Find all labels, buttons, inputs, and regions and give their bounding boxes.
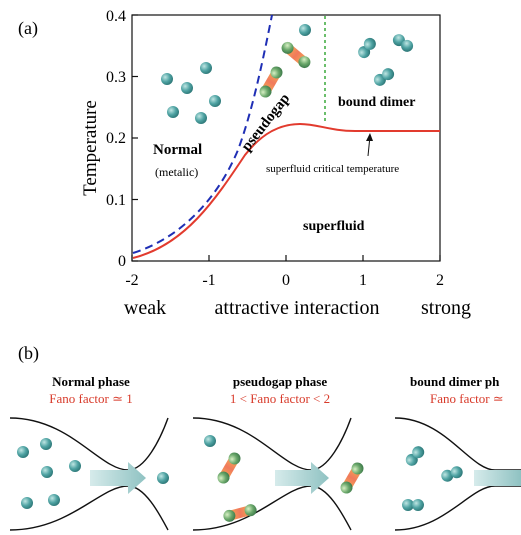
- superfluid-tc-curve: [132, 122, 440, 259]
- x-tick-label: -2: [125, 272, 138, 289]
- x-tick-label: 1: [359, 272, 367, 289]
- channel-pseudogap: [192, 417, 366, 531]
- region-superfluid-label: superfluid: [303, 219, 365, 234]
- phase-title-pseudogap: pseudogap phase: [233, 374, 328, 389]
- panel-b-label: (b): [18, 343, 39, 364]
- annotation-arrowhead: [366, 133, 373, 141]
- flow-arrow-icon: [474, 470, 521, 486]
- phase-fano-pseudogap: 1 < Fano factor < 2: [230, 391, 330, 406]
- normal-atoms: [161, 62, 221, 124]
- panel-a-label: (a): [18, 18, 38, 39]
- atom-icon: [299, 24, 311, 36]
- region-normal-sublabel: (metalic): [155, 165, 198, 179]
- flow-arrow-icon: [275, 462, 329, 494]
- x-tick-labels: -2 -1 0 1 2: [125, 272, 444, 289]
- annotation-superfluid-tc: superfluid critical temperature: [266, 163, 399, 175]
- y-tick-label: 0.3: [106, 69, 126, 86]
- y-tick-label: 0.1: [106, 192, 126, 209]
- region-bound-dimer-label: bound dimer: [338, 95, 415, 110]
- flow-arrow-icon: [90, 462, 146, 494]
- y-tick-label: 0.2: [106, 130, 126, 147]
- x-tick-label: 0: [282, 272, 290, 289]
- y-tick-labels: 0 0.1 0.2 0.3 0.4: [106, 8, 126, 270]
- tick-marks: [131, 14, 441, 262]
- pseudogap-pairs: [257, 24, 313, 100]
- bound-dimers: [355, 31, 416, 89]
- pseudogap-curve: [132, 14, 273, 254]
- channel-normal: [9, 417, 169, 531]
- y-tick-label: 0.4: [106, 8, 126, 25]
- phase-fano-bound-dimer: Fano factor ≃: [430, 391, 504, 406]
- region-normal-label: Normal: [153, 142, 202, 158]
- region-pseudogap-label: pseudogap: [239, 91, 294, 155]
- phase-title-normal: Normal phase: [52, 374, 130, 389]
- y-axis-label: Temperature: [80, 100, 101, 196]
- phase-fano-normal: Fano factor ≃ 1: [49, 391, 132, 406]
- y-tick-label: 0: [118, 253, 126, 270]
- x-axis-label-weak: weak: [124, 297, 166, 319]
- x-axis-label: attractive interaction: [215, 297, 380, 319]
- x-tick-label: 2: [436, 272, 444, 289]
- x-axis-label-strong: strong: [421, 297, 471, 319]
- x-tick-label: -1: [202, 272, 215, 289]
- channel-bound-dimer: [394, 417, 521, 531]
- phase-title-bound-dimer: bound dimer ph: [410, 374, 500, 389]
